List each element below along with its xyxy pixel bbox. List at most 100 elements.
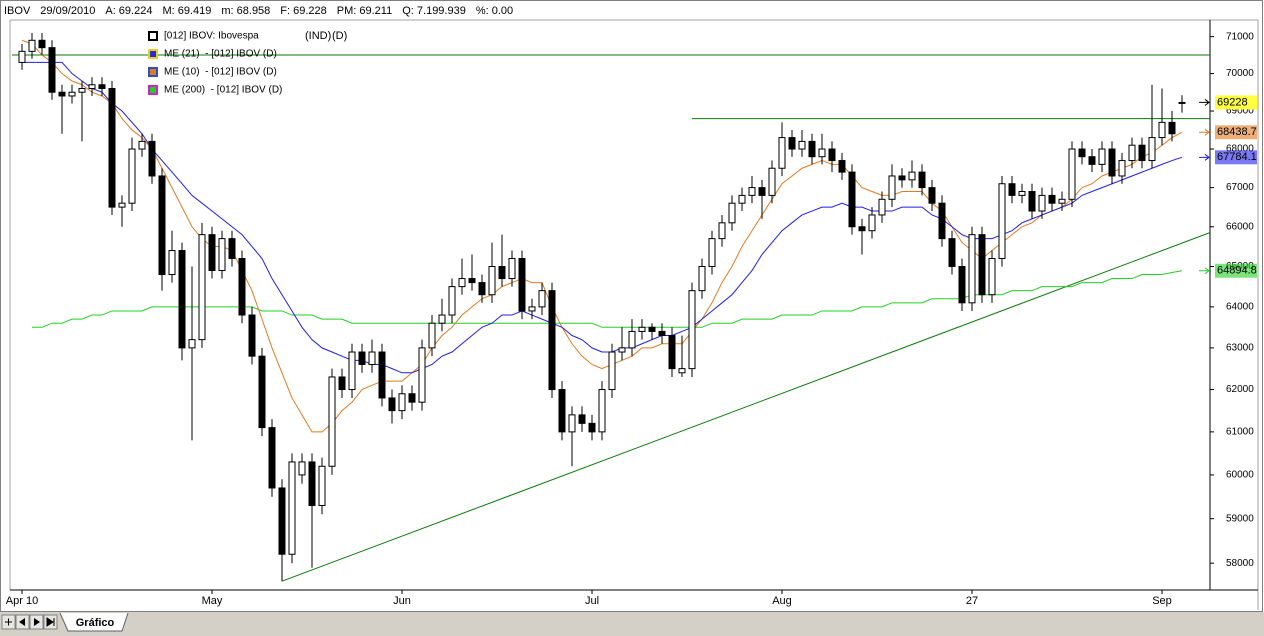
candle-body bbox=[18, 50, 26, 63]
candle-body bbox=[688, 290, 696, 370]
x-tick-label: Aug bbox=[772, 595, 792, 607]
candle-body bbox=[1088, 156, 1096, 165]
candle-body bbox=[888, 175, 896, 200]
candle-body bbox=[398, 393, 406, 412]
legend-tag: (IND) bbox=[305, 30, 331, 42]
candle-body bbox=[388, 397, 396, 412]
candle-body bbox=[308, 461, 316, 506]
candle-body bbox=[128, 148, 136, 204]
header-field: A: 69.224 bbox=[105, 5, 152, 17]
legend-icon bbox=[148, 31, 158, 41]
candle-body bbox=[568, 414, 576, 433]
tab-button-icon bbox=[19, 618, 25, 626]
candle-body bbox=[558, 389, 566, 433]
y-tick-label: 70000 bbox=[1226, 68, 1254, 79]
y-tick-label: 64000 bbox=[1226, 302, 1254, 313]
candle-body bbox=[368, 351, 376, 365]
x-tick-label: Jun bbox=[393, 595, 411, 607]
tab-button-icon bbox=[5, 618, 12, 626]
candle-body bbox=[228, 238, 236, 260]
y-tick-label: 67000 bbox=[1226, 182, 1254, 193]
candle-body bbox=[258, 355, 266, 429]
x-tick-label: 27 bbox=[966, 595, 978, 607]
candle-body bbox=[608, 351, 616, 391]
candle-body bbox=[438, 314, 446, 324]
candle-body bbox=[378, 351, 386, 399]
candle-body bbox=[348, 351, 356, 391]
header-field: PM: 69.211 bbox=[337, 5, 392, 17]
candle-body bbox=[768, 167, 776, 196]
candle-body bbox=[428, 322, 436, 349]
last-value-arrow bbox=[1199, 99, 1210, 106]
tab-button-icon bbox=[34, 618, 40, 626]
y-tick-label: 62000 bbox=[1226, 384, 1254, 395]
candle-body bbox=[698, 266, 706, 292]
header-field: 29/09/2010 bbox=[40, 5, 95, 17]
candle-body bbox=[178, 250, 186, 349]
header-field: %: 0.00 bbox=[476, 5, 513, 17]
candle-body bbox=[1078, 148, 1086, 158]
candle-body bbox=[978, 234, 986, 296]
candle-body bbox=[48, 47, 56, 93]
candle-body bbox=[468, 278, 476, 284]
candle-body bbox=[338, 376, 346, 391]
candle-body bbox=[1178, 101, 1186, 104]
last-value-arrow bbox=[1199, 267, 1210, 275]
candle-body bbox=[578, 414, 586, 424]
candle-body bbox=[478, 282, 486, 296]
candle-body bbox=[1128, 144, 1136, 162]
candle-body bbox=[728, 202, 736, 224]
last-value-box bbox=[1215, 263, 1257, 278]
candle-body bbox=[1118, 160, 1126, 177]
last-value-arrow bbox=[1199, 153, 1210, 161]
candle-body bbox=[38, 39, 46, 49]
candle-body bbox=[878, 198, 886, 216]
y-tick-label: 71000 bbox=[1226, 31, 1254, 42]
candle-body bbox=[328, 376, 336, 467]
candle-body bbox=[68, 91, 76, 97]
candle-body bbox=[498, 266, 506, 280]
tab[interactable] bbox=[59, 612, 129, 632]
x-tick-label: May bbox=[202, 595, 223, 607]
candle-body bbox=[778, 137, 786, 169]
header-field: IBOV bbox=[4, 5, 31, 17]
last-value-label: 67784.1 bbox=[1217, 151, 1257, 163]
axis: 5800059000600006100062000630006400065000… bbox=[6, 31, 1257, 607]
candle-body bbox=[58, 91, 66, 97]
candle-body bbox=[1138, 144, 1146, 162]
candle-body bbox=[958, 266, 966, 304]
candle-body bbox=[1158, 121, 1166, 139]
candle-body bbox=[298, 461, 306, 476]
last-value-box bbox=[1215, 125, 1257, 140]
trend-line bbox=[281, 232, 1210, 582]
y-tick-label: 63000 bbox=[1226, 343, 1254, 354]
candle-body bbox=[738, 194, 746, 204]
candle-body bbox=[1028, 190, 1036, 212]
candle-body bbox=[868, 214, 876, 232]
candle-body bbox=[508, 258, 516, 280]
candle-body bbox=[908, 171, 916, 181]
header: IBOV 29/09/2010 A: 69.224 M: 69.419 m: 68.95… bbox=[4, 5, 513, 17]
candle-body bbox=[198, 234, 206, 341]
candle-body bbox=[758, 187, 766, 196]
last-value-label: 69228 bbox=[1217, 96, 1248, 108]
legend-icon bbox=[148, 85, 158, 95]
candle-body bbox=[718, 222, 726, 240]
candle-body bbox=[988, 258, 996, 296]
y-tick-label: 61000 bbox=[1226, 427, 1254, 438]
candle-body bbox=[168, 250, 176, 276]
candle-body bbox=[118, 202, 126, 208]
candle-body bbox=[648, 326, 656, 332]
candle-body bbox=[418, 347, 426, 403]
header-field: m: 68.958 bbox=[221, 5, 270, 17]
candle-body bbox=[968, 234, 976, 304]
candle-body bbox=[918, 171, 926, 189]
x-tick-label: Apr 10 bbox=[6, 595, 38, 607]
legend: [012] IBOV: Ibovespa (IND) (D) ME (21) - [0… bbox=[148, 30, 347, 96]
legend-label: ME (10) - [012] IBOV (D) bbox=[164, 67, 277, 78]
candle-body bbox=[858, 226, 866, 232]
legend-label: ME (200) - [012] IBOV (D) bbox=[164, 85, 282, 96]
tab-scroll-buttons bbox=[1, 614, 58, 630]
candle-body bbox=[238, 258, 246, 316]
